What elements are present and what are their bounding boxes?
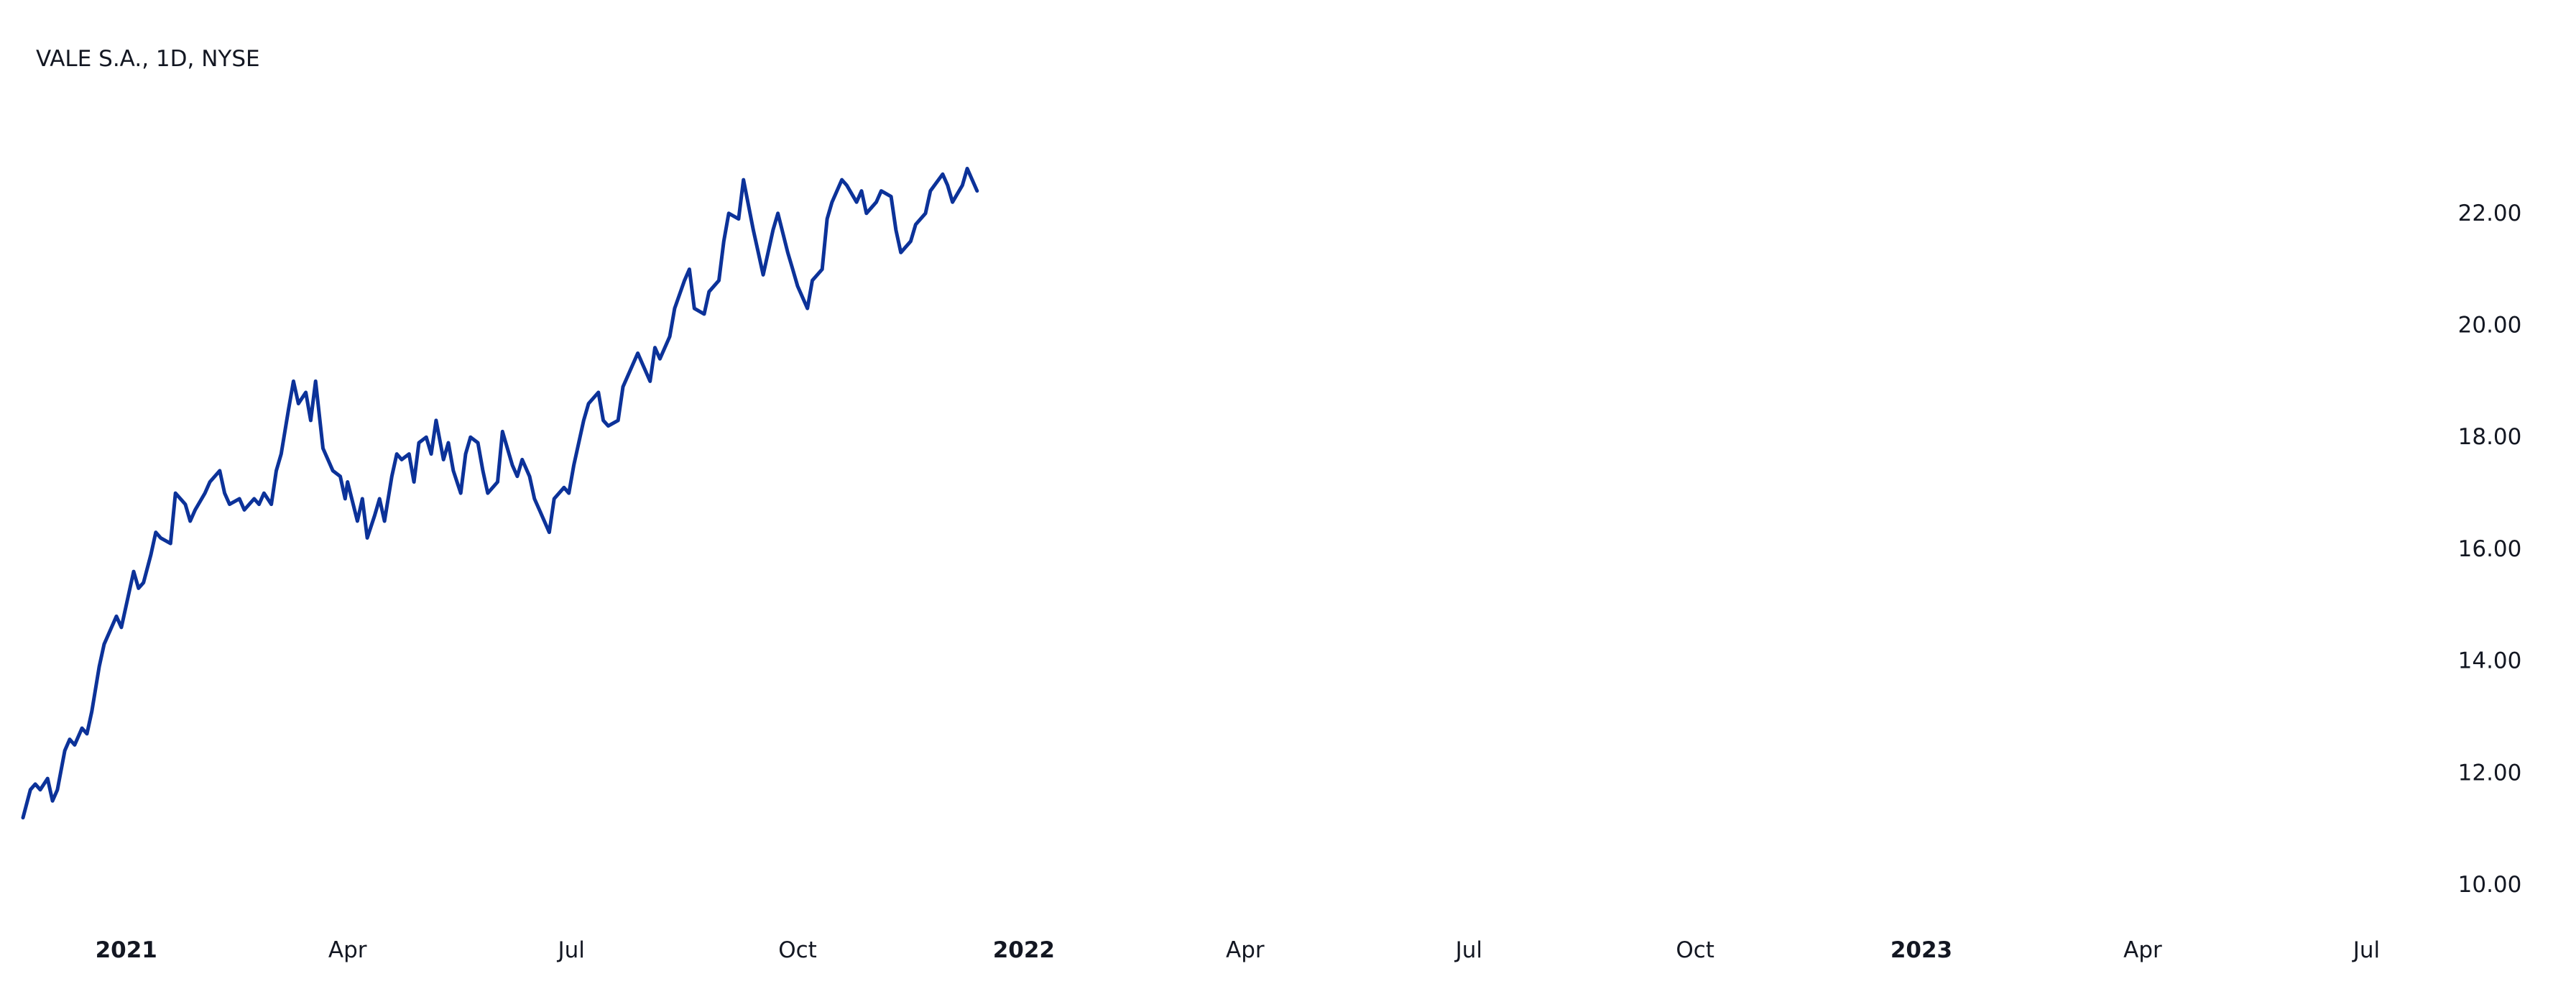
price-tick-label: 16.00: [2458, 536, 2522, 562]
series-layer: [21, 167, 979, 820]
price-tick-label: 12.00: [2458, 760, 2522, 786]
chart-title: VALE S.A., 1D, NYSE: [36, 46, 260, 72]
time-tick-label: 2022: [993, 937, 1055, 963]
time-tick-label: 2023: [1891, 937, 1952, 963]
price-tick-label: 18.00: [2458, 424, 2522, 450]
price-tick-label: 10.00: [2458, 872, 2522, 898]
time-tick-label: Apr: [1226, 937, 1265, 963]
time-tick-label: Apr: [2123, 937, 2162, 963]
time-tick-label: 2021: [96, 937, 157, 963]
price-tick-label: 14.00: [2458, 648, 2522, 674]
time-tick-label: Apr: [328, 937, 367, 963]
price-line-series-0: [21, 167, 979, 820]
price-axis[interactable]: 10.00 12.00 14.00 16.00 18.00 20.00 22.00: [2458, 201, 2522, 898]
price-tick-label: 22.00: [2458, 201, 2522, 226]
time-tick-label: Jul: [1454, 937, 1482, 963]
price-tick-label: 20.00: [2458, 313, 2522, 339]
time-axis[interactable]: 2021 Apr Jul Oct 2022 Apr Jul Oct 2023 Apr Jul: [96, 937, 2381, 963]
time-tick-label: Oct: [1676, 937, 1714, 963]
time-tick-label: Jul: [2352, 937, 2380, 963]
time-tick-label: Oct: [778, 937, 817, 963]
time-tick-label: Jul: [556, 937, 584, 963]
